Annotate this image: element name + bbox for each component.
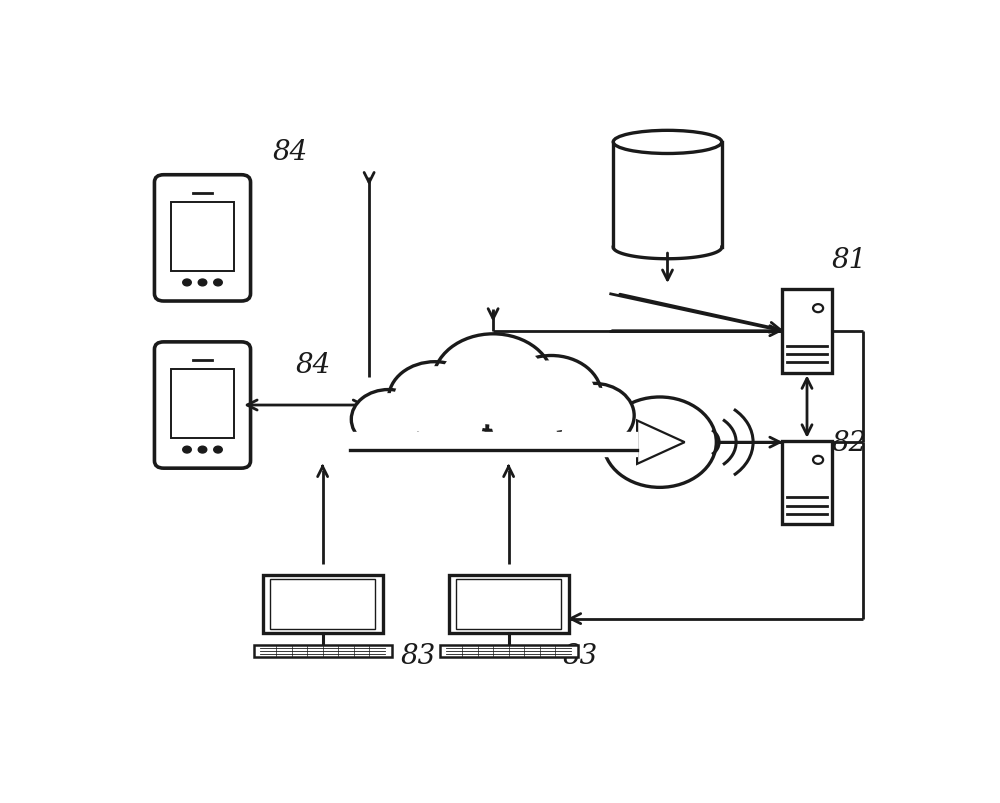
- Ellipse shape: [613, 131, 722, 154]
- Circle shape: [198, 279, 207, 287]
- Circle shape: [813, 305, 823, 313]
- Circle shape: [554, 384, 634, 448]
- Bar: [440, 646, 578, 657]
- Circle shape: [394, 367, 476, 432]
- Circle shape: [183, 279, 191, 287]
- Circle shape: [501, 356, 602, 437]
- Circle shape: [413, 394, 488, 454]
- Bar: [270, 580, 375, 630]
- Circle shape: [507, 361, 596, 431]
- FancyBboxPatch shape: [154, 176, 251, 302]
- Bar: [171, 370, 234, 439]
- Bar: [254, 646, 392, 657]
- Circle shape: [198, 446, 207, 454]
- Text: 82: 82: [832, 429, 867, 456]
- Text: 81: 81: [832, 247, 867, 274]
- Text: 83: 83: [400, 642, 435, 670]
- Text: 83: 83: [563, 642, 598, 670]
- Bar: [456, 580, 561, 630]
- FancyBboxPatch shape: [154, 342, 251, 469]
- Bar: [782, 441, 832, 524]
- Circle shape: [214, 279, 222, 287]
- Polygon shape: [637, 421, 685, 464]
- Circle shape: [433, 334, 554, 431]
- Circle shape: [487, 394, 561, 454]
- Text: 84: 84: [296, 352, 331, 379]
- Circle shape: [183, 446, 191, 454]
- Bar: [449, 576, 569, 634]
- Bar: [171, 203, 234, 272]
- Bar: [782, 290, 832, 373]
- Circle shape: [813, 456, 823, 464]
- Circle shape: [388, 362, 482, 436]
- Circle shape: [214, 446, 222, 454]
- Circle shape: [440, 340, 546, 425]
- Bar: [613, 143, 722, 248]
- Circle shape: [351, 390, 426, 450]
- Circle shape: [603, 397, 716, 487]
- Bar: [263, 576, 383, 634]
- Circle shape: [491, 398, 557, 450]
- Circle shape: [418, 398, 483, 450]
- Circle shape: [558, 388, 629, 444]
- Text: 84: 84: [272, 139, 308, 165]
- Circle shape: [356, 393, 421, 446]
